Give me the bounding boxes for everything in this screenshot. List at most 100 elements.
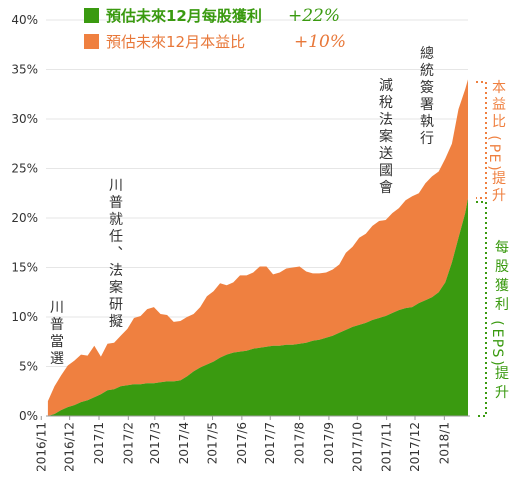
x-tick-label: 2017/6 xyxy=(235,422,249,464)
annotation-char: ︑ xyxy=(109,246,123,262)
x-tick: 2017/9 xyxy=(322,416,336,464)
annotation-char: 案 xyxy=(109,279,123,296)
annotation-char: 會 xyxy=(379,180,393,196)
side-label-char: 利 xyxy=(495,297,509,313)
annotation-char: 就 xyxy=(109,212,123,228)
side-label-char: 提 xyxy=(495,366,509,382)
annotation-char: 選 xyxy=(50,351,64,367)
pe-area xyxy=(47,79,469,417)
x-tick-label: 2017/7 xyxy=(263,422,277,464)
x-tick: 2018/1 xyxy=(437,416,451,464)
annotation-char: 案 xyxy=(379,128,393,145)
side-label-char: 獲 xyxy=(495,278,509,294)
x-tick-label: 2017/9 xyxy=(322,422,336,464)
x-tick: 2017/8 xyxy=(293,416,307,464)
side-label-char: 提 xyxy=(492,171,506,187)
x-tick: 2017/4 xyxy=(177,416,191,464)
legend-label-eps: 預估未來12月每股獲利 xyxy=(106,7,262,25)
annotation-char: 統 xyxy=(420,63,434,79)
annotation-char: 當 xyxy=(50,334,64,350)
x-tick-label: 2017/11 xyxy=(380,422,394,472)
side-label-char: ) xyxy=(486,165,502,170)
legend: 預估未來12月每股獲利 +22% 預估未來12月本益比 +10% xyxy=(84,6,346,52)
y-tick-label: 25% xyxy=(11,162,38,176)
side-label-char: 本 xyxy=(492,80,506,96)
x-tick-label: 2017/8 xyxy=(293,422,307,464)
annotation-char: 川 xyxy=(109,178,123,194)
x-tick-label: 2017/4 xyxy=(177,422,191,464)
side-label-char: 股 xyxy=(495,259,509,275)
x-tick: 2017/7 xyxy=(263,416,277,464)
x-tick-label: 2017/2 xyxy=(121,422,135,464)
legend-value-pe: +10% xyxy=(294,32,346,52)
side-label-eps: 每股獲利 (EPS)提升 xyxy=(489,240,509,401)
x-tick-label: 2016/12 xyxy=(63,422,77,472)
y-axis-ticks: 0% 5% 10% 15% 20% 25% 30% 35% 40% xyxy=(11,13,38,423)
areas xyxy=(47,79,469,417)
x-tick-label: 2016/11 xyxy=(34,422,48,472)
annotations: 川普當選川普當選川普就任︑法案研擬川普就任、法案研擬減稅法案送國會減稅法案送國會… xyxy=(50,45,434,367)
y-tick-label: 40% xyxy=(11,13,38,27)
legend-swatch-eps xyxy=(84,8,99,23)
annotation-char: 送 xyxy=(379,146,393,162)
annotation-char: 簽 xyxy=(420,79,434,96)
annotation-char: 署 xyxy=(420,97,434,113)
y-tick-label: 20% xyxy=(11,211,38,225)
x-tick-label: 2017/3 xyxy=(148,422,162,464)
y-tick-label: 5% xyxy=(19,360,38,374)
eps-area xyxy=(47,198,469,416)
legend-label-pe: 預估未來12月本益比 xyxy=(106,33,245,51)
x-tick: 2017/10 xyxy=(350,416,364,472)
annotation-char: 普 xyxy=(109,195,123,211)
legend-value-eps: +22% xyxy=(288,6,340,26)
y-tick-label: 10% xyxy=(11,310,38,324)
annotation-char: 法 xyxy=(379,112,393,128)
x-tick: 2017/2 xyxy=(121,416,135,464)
x-axis-ticks: 2016/11 2016/12 2017/1 2017/2 2017/3 2017/4 20… xyxy=(34,416,451,472)
side-label-char: 比 xyxy=(492,114,506,130)
annotation-char: 執 xyxy=(420,114,434,130)
y-tick-label: 30% xyxy=(11,112,38,126)
x-tick-label: 2017/5 xyxy=(206,422,220,464)
annotation-char: 減 xyxy=(379,77,393,94)
annotation-char: 總 xyxy=(420,45,434,62)
annotation-char: 研 xyxy=(109,297,123,313)
annotation: 減稅法案送國會減稅法案送國會 xyxy=(379,77,393,196)
x-tick: 2017/6 xyxy=(235,416,249,464)
x-tick-label: 2017/1 xyxy=(92,422,106,464)
x-tick: 2016/11 xyxy=(34,416,48,472)
annotation-char: 普 xyxy=(50,317,64,333)
side-label-char: 每 xyxy=(495,240,509,256)
x-tick: 2017/1 xyxy=(92,416,106,464)
eps-bracket xyxy=(476,201,487,417)
x-tick: 2016/12 xyxy=(63,416,77,472)
annotation: 川普當選川普當選 xyxy=(50,300,64,367)
x-tick: 2017/3 xyxy=(148,416,162,464)
annotation-char: 川 xyxy=(50,300,64,316)
side-label-char: 升 xyxy=(495,385,509,401)
y-tick-label: 15% xyxy=(11,261,38,275)
annotation: 總統簽署執行總統簽署執行 xyxy=(420,45,434,147)
side-label-char: E xyxy=(486,154,502,163)
y-tick-label: 0% xyxy=(19,409,38,423)
annotation-char: 任 xyxy=(109,229,123,245)
annotation-char: 國 xyxy=(379,163,393,179)
annotation-char: 法 xyxy=(109,263,123,279)
x-tick-label: 2017/12 xyxy=(408,422,422,472)
x-tick-label: 2018/1 xyxy=(437,422,451,464)
x-tick: 2017/11 xyxy=(380,416,394,472)
annotation-char: 稅 xyxy=(379,95,393,111)
annotation-char: 擬 xyxy=(109,314,123,330)
side-label-char: P xyxy=(486,144,502,152)
side-label-char: 益 xyxy=(492,97,506,113)
side-label-char: ( xyxy=(486,135,502,140)
side-label-char: P xyxy=(489,339,505,347)
side-label-char: E xyxy=(489,329,505,338)
gridlines xyxy=(46,19,468,367)
side-label-char: ( xyxy=(489,320,505,325)
annotation-char: 行 xyxy=(420,131,434,147)
x-tick: 2017/12 xyxy=(408,416,422,472)
side-label-pe: 本益比 (PE)提升 xyxy=(486,80,506,204)
